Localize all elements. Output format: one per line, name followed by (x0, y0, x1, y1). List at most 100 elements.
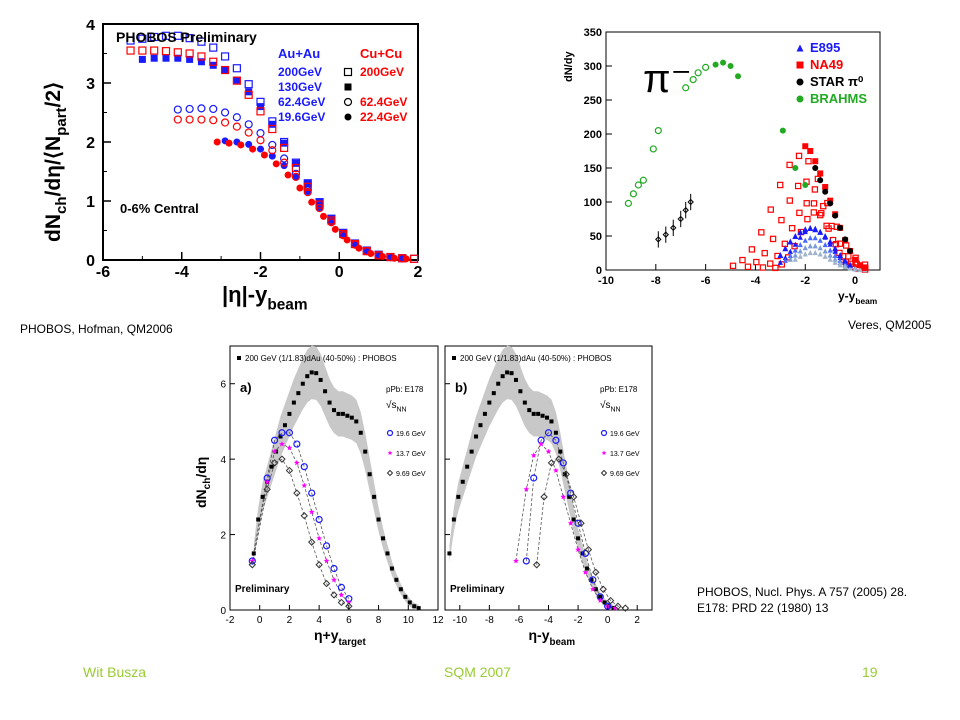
data-point (244, 128, 253, 137)
data-point (308, 489, 316, 497)
data-point (584, 566, 589, 571)
phobos-limiting-chart: -6 -4 -2 0 2 0 1 2 3 4 PHOBOS Preliminary 0-6% Cent… (42, 17, 423, 314)
legend-label: NA49 (810, 57, 843, 72)
data-point (162, 54, 170, 62)
data-point (308, 538, 316, 546)
data-point (482, 411, 487, 416)
data-point (797, 228, 804, 235)
data-point (339, 231, 348, 240)
x-tick-label: -10 (453, 615, 468, 626)
data-point (296, 184, 304, 192)
data-point (857, 266, 863, 273)
data-point (729, 262, 737, 270)
header-label: 200 GeV (1/1.83)dAu (40-50%) : PHOBOS (245, 354, 397, 363)
x-tick-label: -2 (574, 615, 583, 626)
data-point (248, 557, 256, 565)
data-point (827, 238, 834, 245)
sqrt-s-label: √sNN (386, 399, 407, 414)
data-point (260, 151, 268, 159)
data-point (301, 482, 308, 488)
data-point (802, 226, 809, 233)
data-point (271, 448, 278, 454)
data-point (518, 389, 523, 394)
data-point (769, 235, 777, 243)
data-point (810, 209, 818, 216)
data-point (186, 55, 194, 63)
legend-marker (343, 97, 353, 107)
data-point (787, 248, 793, 254)
data-point (251, 551, 256, 556)
data-point (138, 46, 147, 55)
data-point (233, 76, 241, 84)
data-point (567, 489, 575, 497)
data-point (173, 115, 182, 124)
footer-page-number: 19 (862, 664, 878, 680)
data-point (567, 494, 572, 499)
legend-label-auau: 130GeV (278, 80, 322, 94)
data-point (372, 494, 377, 499)
data-point (150, 54, 158, 62)
data-point (469, 449, 474, 454)
data-point (575, 546, 581, 553)
data-point (820, 202, 827, 210)
data-point (185, 115, 194, 124)
data-point (812, 235, 818, 241)
data-point (812, 249, 818, 256)
data-point (209, 57, 218, 66)
legend-label-auau: 200GeV (278, 65, 322, 79)
data-point (389, 566, 394, 571)
data-point (221, 66, 229, 74)
data-point (291, 163, 301, 173)
data-point (694, 69, 702, 77)
data-point (553, 467, 559, 473)
data-point (209, 104, 218, 114)
data-point (296, 391, 301, 396)
data-point (138, 34, 147, 43)
data-point (720, 59, 727, 66)
data-point (810, 200, 818, 207)
data-point (209, 43, 218, 52)
series-13-7-gev (249, 441, 352, 605)
data-point (758, 229, 765, 236)
data-point (315, 203, 324, 213)
x-tick-label: -4 (544, 615, 553, 626)
legend-label-cucu: 22.4GeV (360, 110, 407, 124)
data-point (197, 37, 206, 46)
data-point (150, 46, 159, 55)
x-tick-label: -4 (175, 264, 189, 281)
data-point (530, 452, 537, 458)
data-point (349, 415, 354, 420)
data-point (807, 249, 813, 256)
data-point (345, 413, 350, 418)
data-point (567, 520, 574, 526)
data-point (547, 459, 556, 467)
legend-label: 9.69 GeV (396, 471, 426, 478)
data-point (812, 165, 819, 171)
data-point (286, 444, 293, 451)
data-point (558, 449, 563, 454)
y-axis-label: dNch/dη/⟨Npart/2⟩ (42, 82, 70, 242)
data-point (822, 253, 828, 259)
data-point (832, 256, 838, 262)
data-point (343, 236, 351, 244)
x-tick-label: 10 (403, 615, 415, 626)
legend-label: STAR π⁰ (810, 74, 864, 89)
data-point (687, 198, 694, 206)
data-point (807, 235, 813, 241)
data-point (837, 262, 843, 268)
y-tick-label: 150 (584, 163, 602, 175)
data-point (662, 231, 669, 238)
data-point (797, 248, 803, 254)
x-tick-label: -6 (514, 615, 523, 626)
data-point (460, 479, 465, 484)
data-point (589, 577, 594, 582)
x-tick-label: -4 (751, 275, 762, 287)
chart-title: PHOBOS Preliminary (116, 29, 257, 45)
data-point (811, 186, 819, 193)
y-tick-label: 350 (584, 27, 602, 39)
data-point (332, 408, 336, 413)
data-point (562, 472, 567, 477)
legend-marker (344, 113, 352, 121)
x-tick-label: 0 (605, 615, 611, 626)
series-200-gev-dau (251, 370, 421, 611)
